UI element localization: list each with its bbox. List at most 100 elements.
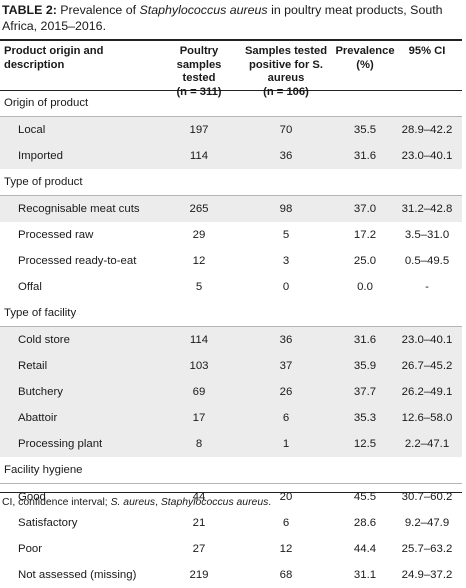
cell-ci: 25.7–63.2 <box>401 543 453 555</box>
cell-tested: 8 <box>195 438 203 450</box>
table-row: Offal 5 0 0.0 - <box>0 274 462 300</box>
group-label: Type of facility <box>4 307 77 319</box>
cell-positive: 26 <box>279 386 293 398</box>
header-tested-label: Poultry samples tested <box>176 45 222 84</box>
cell-prevalence: 37.0 <box>353 203 377 215</box>
table-row: Butchery 69 26 37.7 26.2–49.1 <box>0 379 462 405</box>
group-header-row: Type of product <box>0 169 462 196</box>
group-label: Facility hygiene <box>4 464 83 476</box>
cell-tested: 219 <box>189 569 209 581</box>
group-header-row: Facility hygiene <box>0 457 462 484</box>
cell-positive: 70 <box>279 124 293 136</box>
row-label: Satisfactory <box>18 517 78 529</box>
footnote-mid: , <box>155 497 161 508</box>
table-row: Processed raw 29 5 17.2 3.5–31.0 <box>0 222 462 248</box>
cell-ci: 31.2–42.8 <box>401 203 453 215</box>
table-row: Cold store 114 36 31.6 23.0–40.1 <box>0 327 462 353</box>
row-label: Not assessed (missing) <box>18 569 137 581</box>
cell-ci: 28.9–42.2 <box>401 124 453 136</box>
cell-ci: 26.2–49.1 <box>401 386 453 398</box>
row-label: Good <box>18 491 46 503</box>
cell-tested: 44 <box>192 491 206 503</box>
header-positive-label: Samples tested positive for S. aureus <box>244 45 328 84</box>
cell-ci: 23.0–40.1 <box>401 334 453 346</box>
table-footnote: CI, confidence interval; S. aureus, Stap… <box>2 497 271 508</box>
table-row: Abattoir 17 6 35.3 12.6–58.0 <box>0 405 462 431</box>
header-origin: Product origin and description <box>4 45 104 71</box>
cell-positive: 12 <box>279 543 293 555</box>
table-row: Processing plant 8 1 12.5 2.2–47.1 <box>0 431 462 457</box>
cell-prevalence: 45.5 <box>353 491 377 503</box>
cell-prevalence: 37.7 <box>353 386 377 398</box>
header-positive: Samples tested positive for S. aureus (n… <box>232 45 340 99</box>
row-label: Cold store <box>18 334 70 346</box>
cell-positive: 68 <box>279 569 293 581</box>
cell-prevalence: 35.5 <box>353 124 377 136</box>
cell-tested: 114 <box>189 150 209 162</box>
cell-ci: 2.2–47.1 <box>404 438 450 450</box>
cell-prevalence: 0.0 <box>357 281 373 293</box>
footnote-species: Staphylococcus aureus <box>160 497 269 508</box>
row-label: Local <box>18 124 46 136</box>
cell-prevalence: 31.6 <box>353 334 377 346</box>
footnote-post: . <box>268 497 272 508</box>
cell-tested: 5 <box>195 281 203 293</box>
header-positive-n: (n = 106) <box>263 85 309 98</box>
table-top-rule <box>0 39 462 41</box>
table-row: Not assessed (missing) 219 68 31.1 24.9–37.2 <box>0 562 462 588</box>
cell-tested: 103 <box>189 360 209 372</box>
table-row: Local 197 70 35.5 28.9–42.2 <box>0 117 462 143</box>
cell-ci: 24.9–37.2 <box>401 569 453 581</box>
table-figure: TABLE 2: Prevalence of Staphylococcus au… <box>0 3 462 581</box>
table-row: Imported 114 36 31.6 23.0–40.1 <box>0 143 462 169</box>
cell-positive: 98 <box>279 203 293 215</box>
row-label: Processed ready-to-eat <box>18 255 137 267</box>
cell-prevalence: 44.4 <box>353 543 377 555</box>
cell-positive: 0 <box>282 281 290 293</box>
table-row: Processed ready-to-eat 12 3 25.0 0.5–49.5 <box>0 248 462 274</box>
cell-positive: 5 <box>282 229 290 241</box>
table-row: Poor 27 12 44.4 25.7–63.2 <box>0 536 462 562</box>
cell-positive: 6 <box>282 412 290 424</box>
cell-prevalence: 17.2 <box>353 229 377 241</box>
caption-text-post: in poultry meat products, South Africa, … <box>2 3 443 33</box>
cell-tested: 17 <box>192 412 206 424</box>
cell-tested: 114 <box>189 334 209 346</box>
cell-ci: 3.5–31.0 <box>404 229 450 241</box>
cell-tested: 21 <box>192 517 206 529</box>
cell-tested: 12 <box>192 255 206 267</box>
cell-ci: 0.5–49.5 <box>404 255 450 267</box>
row-label: Butchery <box>18 386 63 398</box>
cell-tested: 265 <box>189 203 209 215</box>
cell-positive: 37 <box>279 360 293 372</box>
row-label: Poor <box>18 543 43 555</box>
header-prevalence-unit: (%) <box>356 58 374 71</box>
cell-tested: 197 <box>189 124 209 136</box>
table-row: Satisfactory 21 6 28.6 9.2–47.9 <box>0 510 462 536</box>
cell-ci: 26.7–45.2 <box>401 360 453 372</box>
table-row: Recognisable meat cuts 265 98 37.0 31.2–42.8 <box>0 196 462 222</box>
table-row: Good 44 20 45.5 30.7–60.2 <box>0 484 462 510</box>
cell-prevalence: 35.9 <box>353 360 377 372</box>
caption-label: TABLE 2: <box>2 3 57 17</box>
table-body: Origin of product Local 197 70 35.5 28.9–42.2… <box>0 90 462 588</box>
caption-species: Staphylococcus aureus <box>139 3 268 17</box>
cell-positive: 36 <box>279 150 293 162</box>
cell-tested: 29 <box>192 229 206 241</box>
cell-prevalence: 25.0 <box>353 255 377 267</box>
header-ci: 95% CI <box>408 45 446 57</box>
row-label: Recognisable meat cuts <box>18 203 140 215</box>
row-label: Abattoir <box>18 412 58 424</box>
cell-prevalence: 35.3 <box>353 412 377 424</box>
group-header-row: Type of facility <box>0 300 462 327</box>
header-tested-n: (n = 311) <box>176 85 222 98</box>
cell-positive: 20 <box>279 491 293 503</box>
row-label: Processed raw <box>18 229 94 241</box>
group-header-row: Origin of product <box>0 90 462 117</box>
cell-positive: 3 <box>282 255 290 267</box>
group-label: Type of product <box>4 176 83 188</box>
cell-prevalence: 31.1 <box>353 569 377 581</box>
footnote-pre: CI, confidence interval; <box>2 497 111 508</box>
cell-ci: 30.7–60.2 <box>401 491 453 503</box>
group-label: Origin of product <box>4 97 89 109</box>
